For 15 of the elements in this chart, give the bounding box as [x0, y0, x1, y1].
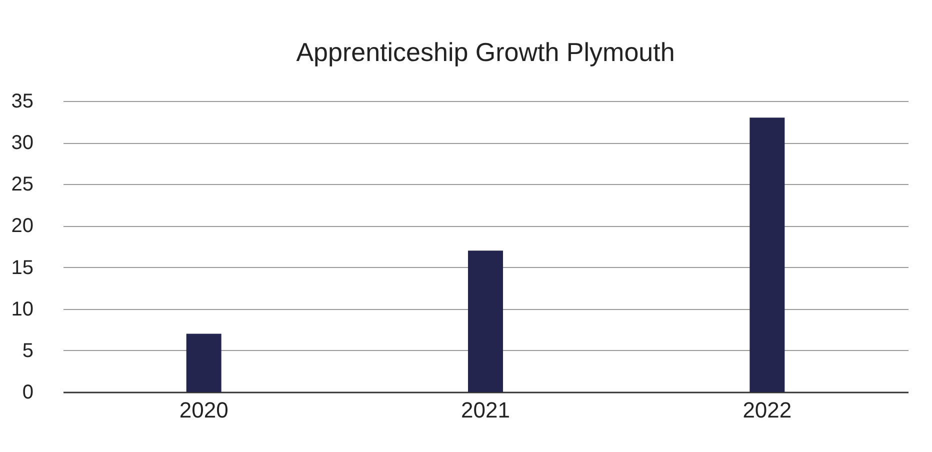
y-tick-label: 25 — [11, 174, 34, 196]
chart-title: Apprenticeship Growth Plymouth — [296, 37, 675, 67]
bar — [468, 250, 503, 392]
x-tick-label: 2021 — [461, 398, 510, 422]
x-tick-label: 2020 — [179, 398, 228, 422]
x-tick-label: 2022 — [742, 398, 792, 422]
bar — [186, 334, 222, 392]
y-tick-label: 10 — [11, 298, 34, 320]
y-tick-label: 20 — [11, 215, 34, 238]
y-tick-label: 35 — [11, 90, 34, 112]
y-tick-label: 30 — [11, 132, 34, 154]
y-tick-label: 0 — [22, 382, 34, 404]
y-tick-label: 15 — [11, 256, 34, 279]
bar — [750, 118, 785, 392]
y-tick-label: 5 — [22, 340, 34, 362]
